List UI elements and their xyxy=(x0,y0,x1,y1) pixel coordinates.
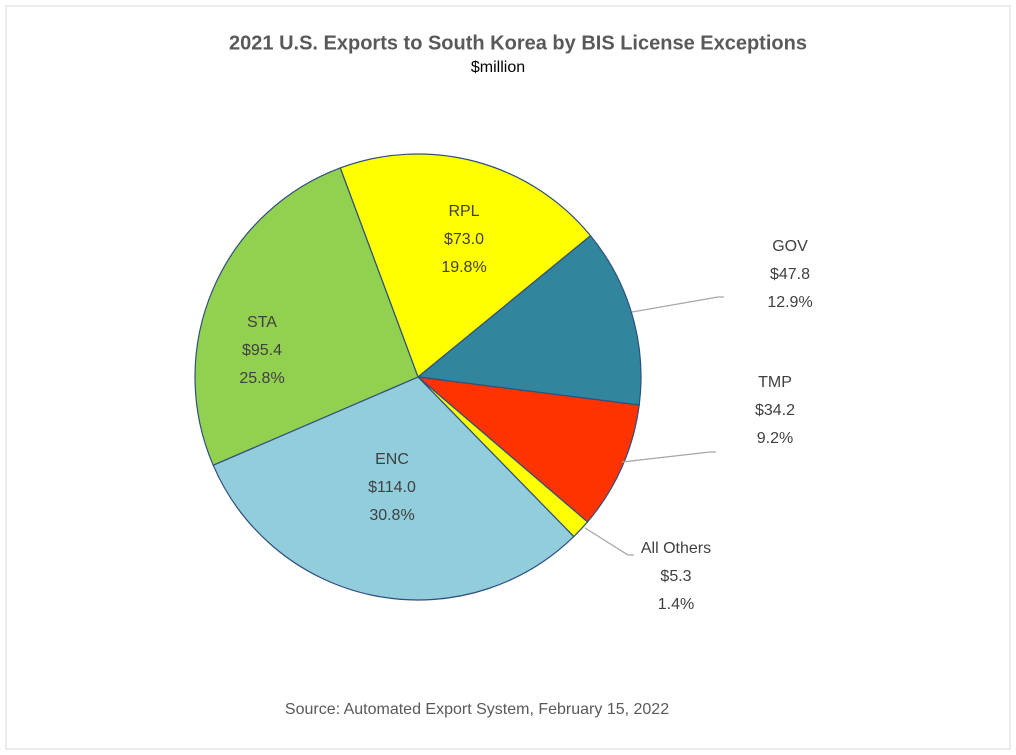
slice-label: ENC xyxy=(375,451,409,468)
pie-slice xyxy=(416,234,642,406)
leader-line xyxy=(621,451,716,463)
pie-slice xyxy=(194,167,419,466)
slice-label: RPL xyxy=(448,203,479,220)
slice-percent-label: 19.8% xyxy=(441,259,486,276)
slice-label: TMP xyxy=(758,374,792,391)
slice-value-label: $114.0 xyxy=(368,479,416,496)
leader-line xyxy=(631,296,724,313)
pie-slice xyxy=(339,153,592,378)
chart-subtitle: $million xyxy=(471,59,525,76)
slice-value-label: $5.3 xyxy=(660,568,691,585)
slice-label: All Others xyxy=(641,540,711,557)
chart-title: 2021 U.S. Exports to South Korea by BIS … xyxy=(229,32,807,54)
slice-percent-label: 25.8% xyxy=(239,370,284,387)
slice-value-label: $73.0 xyxy=(444,231,484,248)
pie-slice xyxy=(212,376,575,601)
slice-percent-label: 30.8% xyxy=(369,507,414,524)
slice-percent-label: 12.9% xyxy=(767,294,812,311)
slice-value-label: $47.8 xyxy=(770,266,810,283)
slice-label: GOV xyxy=(772,238,808,255)
pie-slice xyxy=(416,376,640,523)
slice-label: STA xyxy=(247,314,277,331)
slice-percent-label: 1.4% xyxy=(658,596,694,613)
slice-value-label: $34.2 xyxy=(755,402,795,419)
leader-line xyxy=(584,527,634,556)
slice-value-label: $95.4 xyxy=(242,342,282,359)
source-note: Source: Automated Export System, Februar… xyxy=(285,701,669,718)
slice-percent-label: 9.2% xyxy=(757,430,793,447)
